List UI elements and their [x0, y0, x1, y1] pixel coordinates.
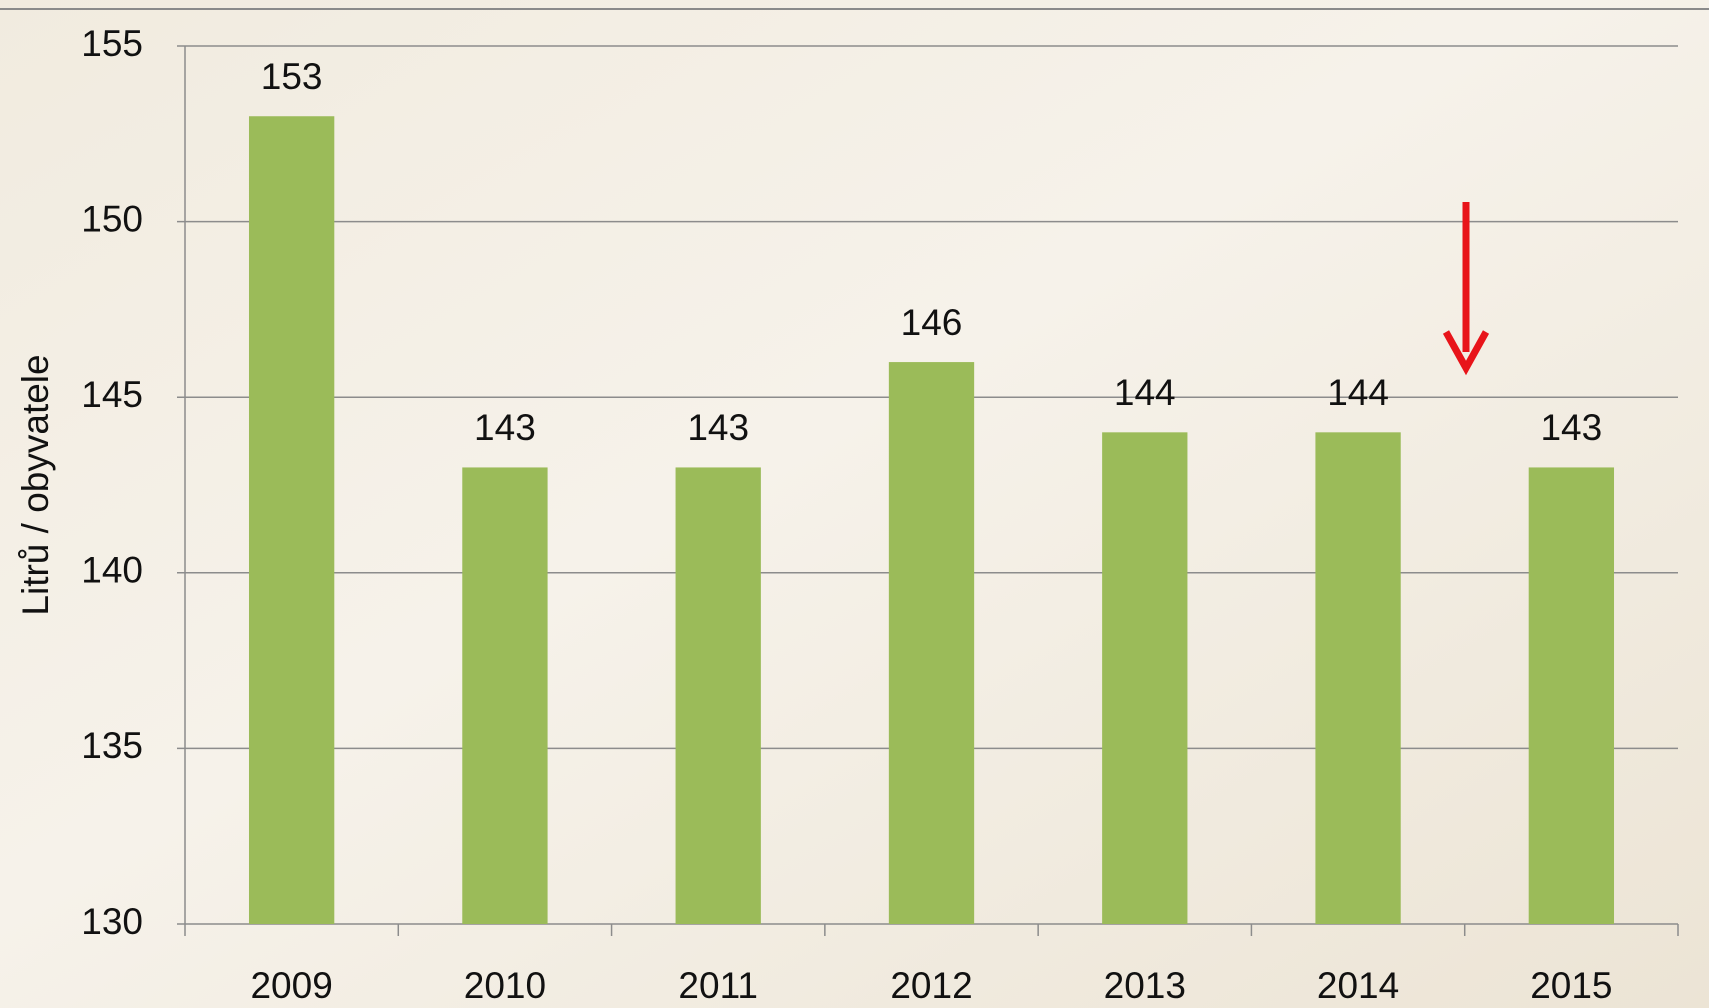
y-tick-label: 140 — [81, 550, 143, 591]
bar — [676, 467, 761, 924]
bar — [1102, 432, 1187, 924]
x-tick-label: 2013 — [1104, 965, 1186, 1006]
data-label: 144 — [1114, 372, 1176, 413]
y-tick-label: 150 — [81, 198, 143, 239]
y-tick-label: 145 — [81, 374, 143, 415]
chart: Litrů / obyvatele 130 135 140 145 150 155 2009… — [0, 0, 1709, 1008]
x-tick-label: 2009 — [250, 965, 332, 1006]
data-label: 143 — [687, 407, 749, 448]
bar — [1315, 432, 1400, 924]
bar — [1529, 467, 1614, 924]
bar — [249, 116, 334, 924]
data-label: 146 — [901, 302, 963, 343]
y-tick-label: 155 — [81, 23, 143, 64]
y-tick-label: 135 — [81, 725, 143, 766]
bar — [889, 362, 974, 924]
x-tick-label: 2015 — [1530, 965, 1612, 1006]
page: Litrů / obyvatele 130 135 140 145 150 155 2009… — [0, 0, 1709, 1008]
x-tick-label: 2014 — [1317, 965, 1399, 1006]
x-tick-label: 2011 — [678, 965, 758, 1006]
y-tick-label: 130 — [81, 901, 143, 942]
bar — [462, 467, 547, 924]
x-tick-label: 2012 — [890, 965, 972, 1006]
y-axis-title: Litrů / obyvatele — [15, 354, 56, 615]
data-label: 153 — [261, 56, 323, 97]
x-tick-label: 2010 — [464, 965, 546, 1006]
data-label: 143 — [1540, 407, 1602, 448]
data-label: 143 — [474, 407, 536, 448]
data-label: 144 — [1327, 372, 1389, 413]
